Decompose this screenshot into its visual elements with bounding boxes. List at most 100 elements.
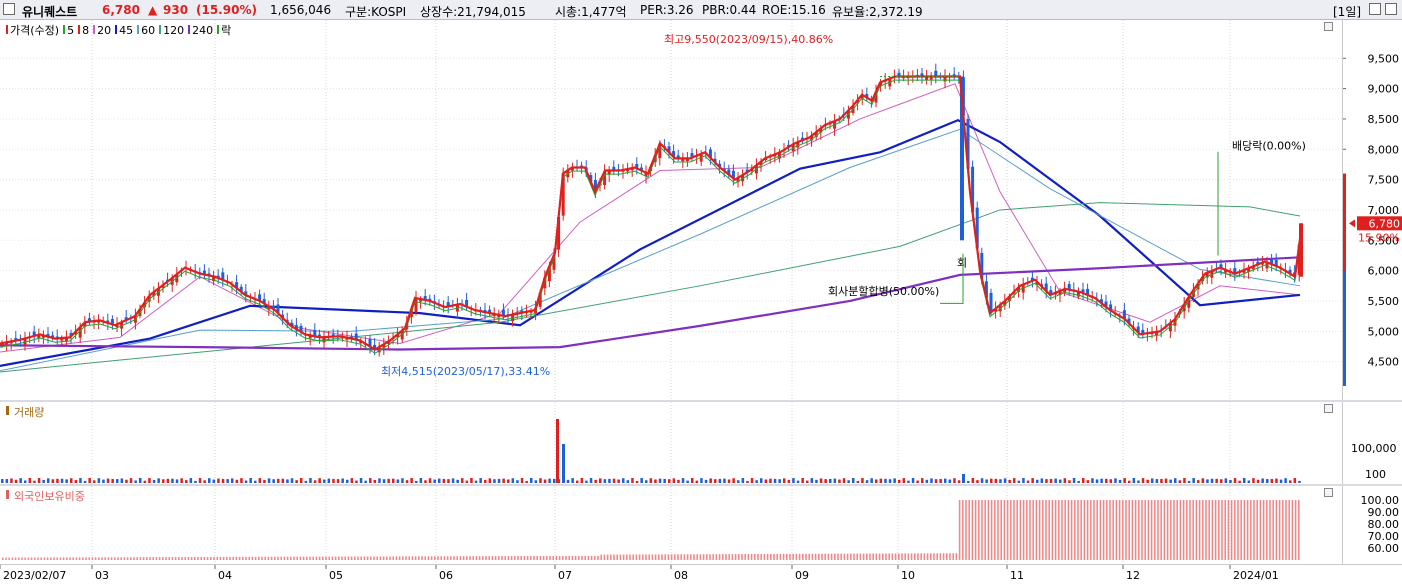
foreign-ownership-bar <box>27 557 30 560</box>
volume-bar <box>829 478 832 483</box>
volume-bar <box>635 480 639 483</box>
candle-body <box>1205 272 1209 278</box>
foreign-ownership-bar <box>434 556 436 560</box>
foreign-ownership-pane[interactable]: 외국인보유비중 <box>0 486 1342 564</box>
candle-body <box>690 153 694 158</box>
foreign-ownership-bar <box>1074 500 1076 560</box>
volume-bar <box>1275 478 1278 483</box>
close-icon[interactable] <box>1385 3 1397 15</box>
foreign-ownership-bar <box>114 557 116 560</box>
foreign-ownership-bar <box>1115 500 1118 560</box>
legend-item[interactable]: 8 <box>78 24 89 37</box>
volume-bar <box>603 479 607 483</box>
foreign-ownership-bar <box>210 556 212 560</box>
price-pane[interactable]: 최고9,550(2023/09/15),40.86% 최저4,515(2023/0… <box>0 20 1342 400</box>
volume-bar <box>134 480 137 483</box>
price-tick-label: 6,500 <box>1368 234 1400 247</box>
foreign-ownership-bar <box>1003 500 1006 560</box>
candle-body <box>1187 296 1191 308</box>
foreign-ownership-bar <box>786 553 788 560</box>
candle-body <box>1242 270 1246 273</box>
volume-bar <box>815 479 818 483</box>
foreign-ownership-bar <box>315 556 318 560</box>
foreign-ownership-chart[interactable] <box>0 486 1342 564</box>
volume-bar <box>88 478 91 483</box>
foreign-ownership-bar <box>1051 500 1054 560</box>
foreign-pane-minimize-icon[interactable] <box>1324 488 1333 497</box>
legend-item[interactable]: 240 <box>188 24 213 37</box>
legend-item[interactable]: 5 <box>63 24 74 37</box>
foreign-ownership-bar <box>891 553 894 560</box>
volume-chart[interactable] <box>0 402 1342 484</box>
volume-bar <box>396 479 400 483</box>
volume-bar <box>33 480 36 483</box>
high-annotation: 최고9,550(2023/09/15),40.86% <box>664 33 833 46</box>
foreign-ownership-bar <box>283 556 286 560</box>
pane-minimize-icon[interactable] <box>1324 22 1333 31</box>
foreign-ownership-bar <box>917 553 919 560</box>
foreign-ownership-bar <box>280 556 282 560</box>
foreign-ownership-bar <box>1288 500 1290 560</box>
volume-pane[interactable]: 거래량 <box>0 402 1342 484</box>
foreign-ownership-bar <box>1224 500 1226 560</box>
volume-bar <box>778 479 781 483</box>
foreign-ownership-bar <box>1166 500 1169 560</box>
volume-bar <box>810 478 814 483</box>
candle-body <box>708 149 712 158</box>
foreign-ownership-bar <box>642 554 644 560</box>
foreign-ownership-bar <box>123 557 126 560</box>
volume-bar <box>433 479 436 483</box>
foreign-legend-mark <box>6 490 9 499</box>
legend-item[interactable]: 45 <box>115 24 133 37</box>
foreign-ownership-bar <box>773 553 775 560</box>
volume-bar <box>323 479 326 483</box>
volume-bar <box>162 479 165 483</box>
period-selector[interactable]: [1일] <box>1333 5 1362 19</box>
legend-item[interactable]: 가격(수정) <box>6 24 59 37</box>
foreign-ownership-bar <box>526 556 529 560</box>
foreign-ownership-bar <box>1160 500 1162 560</box>
foreign-ownership-bar <box>779 553 782 560</box>
x-tick-label: 10 <box>901 569 915 582</box>
window-menu-icon[interactable] <box>3 3 15 15</box>
legend-item[interactable]: 60 <box>137 24 155 37</box>
price-chart[interactable]: 최고9,550(2023/09/15),40.86% 최저4,515(2023/0… <box>0 20 1342 400</box>
volume-bar <box>438 478 441 483</box>
volume-bar <box>1284 478 1287 483</box>
candle-body <box>414 298 418 313</box>
legend-item[interactable]: 락 <box>217 24 231 37</box>
foreign-ownership-bar <box>430 556 433 560</box>
pane-divider-2[interactable] <box>0 484 1402 486</box>
volume-bar <box>304 480 308 483</box>
candle-body <box>667 146 671 153</box>
foreign-ownership-bar <box>1182 500 1185 560</box>
candle-body <box>1003 301 1007 306</box>
legend-item[interactable]: 20 <box>93 24 111 37</box>
volume-bar <box>580 478 584 483</box>
foreign-ownership-bar <box>1278 500 1281 560</box>
pane-divider[interactable] <box>0 400 1402 402</box>
foreign-ownership-bar <box>635 554 638 560</box>
volume-pane-minimize-icon[interactable] <box>1324 404 1333 413</box>
candle-body <box>124 317 128 321</box>
foreign-ownership-bar <box>34 557 36 560</box>
foreign-ownership-bar <box>306 556 308 560</box>
volume-bar <box>658 478 662 483</box>
foreign-ownership-bar <box>709 554 711 560</box>
volume-bar <box>1183 478 1186 483</box>
maximize-icon[interactable] <box>1369 3 1381 15</box>
legend-item[interactable]: 120 <box>159 24 184 37</box>
volume-bar <box>1164 478 1168 483</box>
foreign-ownership-bar <box>978 500 980 560</box>
volume-bar <box>1105 478 1108 483</box>
volume-bar <box>783 478 786 483</box>
foreign-ownership-bar <box>1275 500 1278 560</box>
volume-bar <box>497 478 501 483</box>
foreign-ownership-bar <box>302 556 305 560</box>
volume-bar <box>976 480 979 483</box>
volume-bar <box>272 479 275 483</box>
legend-label: 60 <box>141 24 156 37</box>
foreign-ownership-bar <box>728 554 730 560</box>
volume-bar <box>824 479 827 483</box>
volume-bar <box>594 479 597 483</box>
